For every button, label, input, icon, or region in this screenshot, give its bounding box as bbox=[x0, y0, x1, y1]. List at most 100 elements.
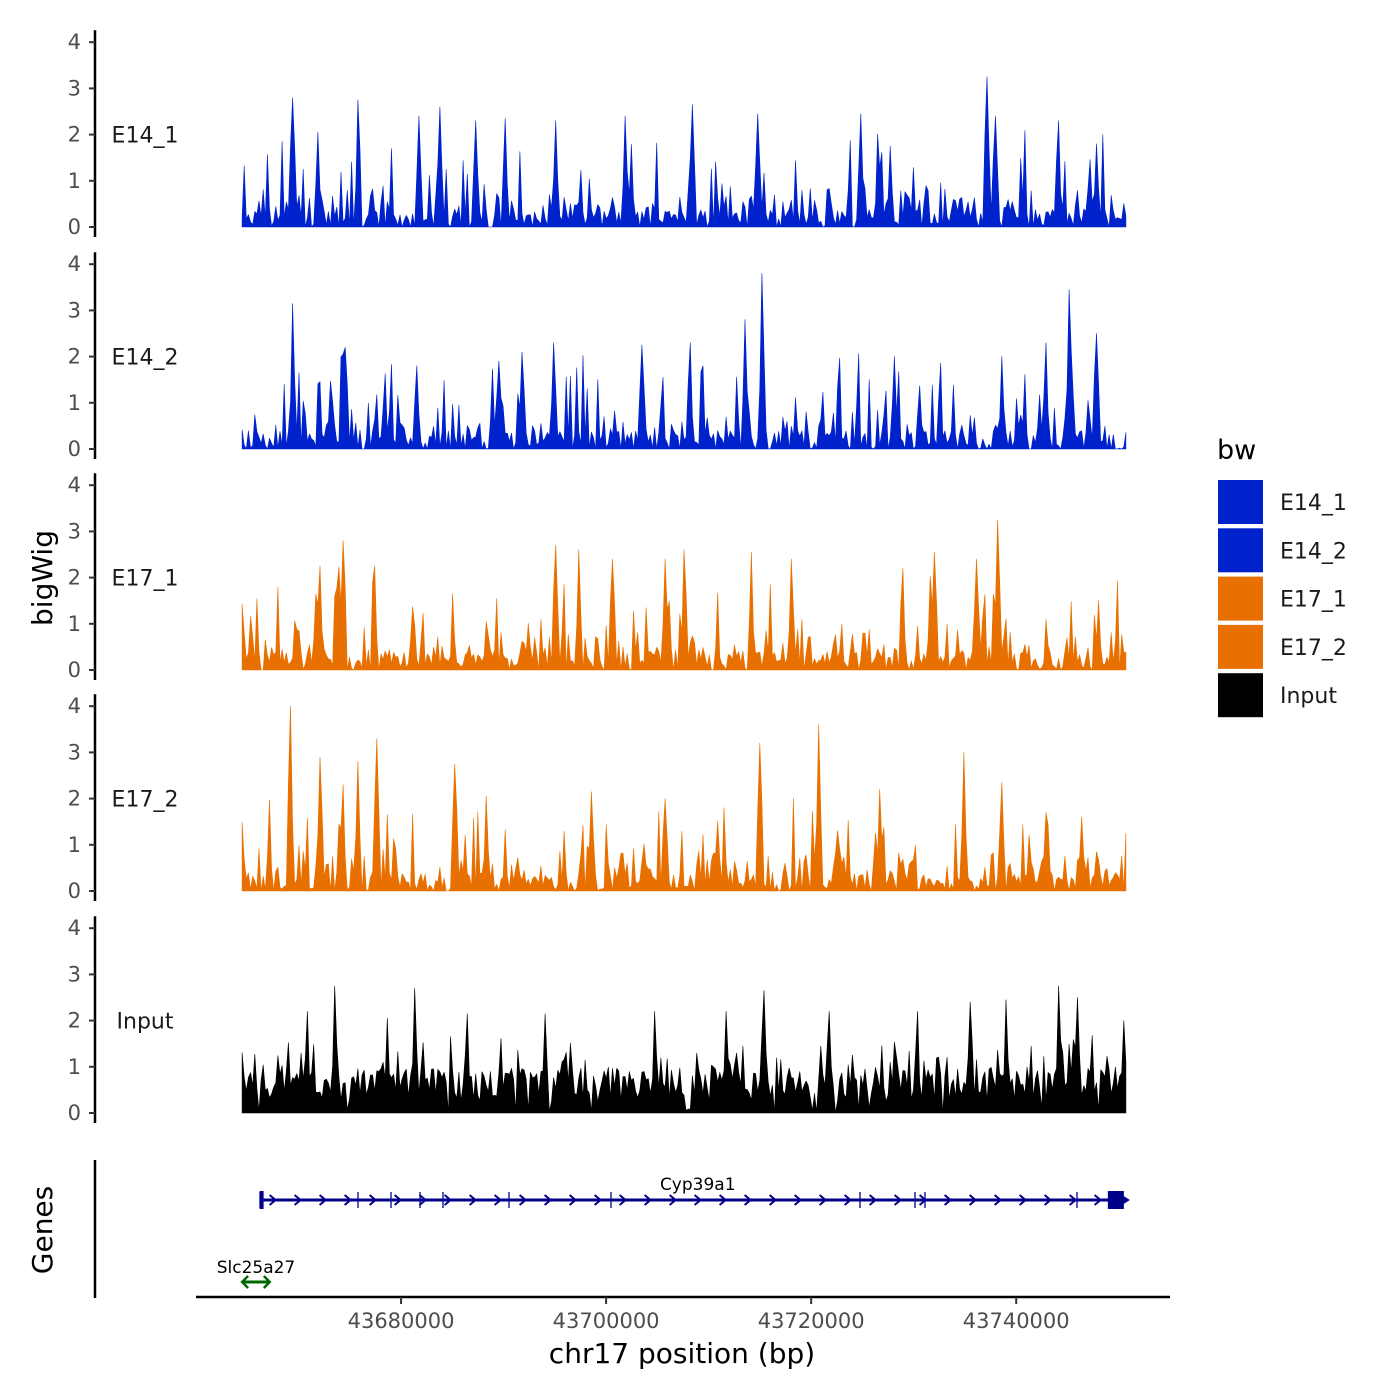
strand-arrow bbox=[793, 1194, 803, 1206]
coverage-area bbox=[241, 76, 1127, 228]
gene-cyp39a1: Cyp39a1 bbox=[259, 1175, 1130, 1209]
strand-arrow bbox=[843, 1194, 853, 1206]
strand-arrow bbox=[1068, 1194, 1078, 1206]
y-tick-label: 2 bbox=[68, 566, 81, 590]
strand-arrow bbox=[943, 1194, 953, 1206]
coverage-area bbox=[241, 705, 1127, 892]
strand-arrow bbox=[618, 1194, 628, 1206]
exon bbox=[259, 1191, 264, 1209]
y-tick-label: 4 bbox=[68, 916, 81, 940]
legend-label: E14_2 bbox=[1280, 539, 1347, 564]
legend-swatch bbox=[1218, 480, 1263, 524]
exon bbox=[1107, 1191, 1124, 1209]
strand-arrow bbox=[693, 1194, 703, 1206]
strand-arrow bbox=[443, 1194, 453, 1206]
strand-arrow bbox=[768, 1194, 778, 1206]
track-label: E17_1 bbox=[112, 567, 179, 592]
strand-arrow bbox=[743, 1194, 753, 1206]
y-tick-label: 2 bbox=[68, 1009, 81, 1033]
x-tick-label: 43720000 bbox=[758, 1309, 865, 1333]
y-tick-label: 1 bbox=[68, 1055, 81, 1079]
genes-panel-title: Genes bbox=[26, 1186, 59, 1274]
strand-arrow bbox=[240, 1275, 249, 1289]
track-e14-2: 0 1 2 3 4 E14_2 bbox=[68, 252, 1127, 461]
legend-swatch bbox=[1218, 624, 1263, 669]
y-axis-title: bigWig bbox=[26, 530, 59, 626]
y-tick-label: 1 bbox=[68, 391, 81, 415]
strand-arrow bbox=[1043, 1194, 1053, 1206]
y-tick-label: 0 bbox=[68, 658, 81, 682]
legend-swatch bbox=[1218, 576, 1263, 621]
strand-arrow bbox=[593, 1194, 603, 1206]
legend-swatch bbox=[1218, 528, 1263, 573]
gene-slc25a27: Slc25a27 bbox=[217, 1258, 296, 1289]
strand-arrow bbox=[668, 1194, 678, 1206]
y-tick-label: 3 bbox=[68, 740, 81, 764]
y-tick-label: 4 bbox=[68, 30, 81, 54]
y-tick-label: 3 bbox=[68, 298, 81, 322]
y-tick-label: 1 bbox=[68, 169, 81, 193]
coverage-area bbox=[241, 273, 1127, 450]
x-axis-title: chr17 position (bp) bbox=[549, 1337, 815, 1370]
strand-arrow bbox=[262, 1275, 272, 1289]
track-e17-1: 0 1 2 3 4 E17_1 bbox=[68, 473, 1127, 682]
y-tick-label: 3 bbox=[68, 76, 81, 100]
strand-arrow bbox=[1093, 1194, 1103, 1206]
gene-label: Slc25a27 bbox=[217, 1258, 296, 1278]
strand-arrow bbox=[868, 1194, 878, 1206]
strand-arrow bbox=[718, 1194, 728, 1206]
track-label: Input bbox=[117, 1010, 174, 1035]
strand-arrow bbox=[893, 1194, 903, 1206]
strand-arrow bbox=[968, 1194, 978, 1206]
y-tick-label: 2 bbox=[68, 787, 81, 811]
y-tick-label: 3 bbox=[68, 962, 81, 986]
strand-arrow bbox=[568, 1194, 578, 1206]
legend-label: E17_2 bbox=[1280, 636, 1347, 661]
track-label: E14_1 bbox=[112, 124, 179, 149]
y-tick-label: 2 bbox=[68, 345, 81, 369]
strand-arrow bbox=[643, 1194, 653, 1206]
strand-arrow bbox=[993, 1194, 1003, 1206]
strand-arrow bbox=[343, 1194, 353, 1206]
y-tick-label: 1 bbox=[68, 833, 81, 857]
strand-arrow bbox=[368, 1194, 378, 1206]
coverage-tracks: 0 1 2 3 4 E14_1 0 1 2 3 4 E14_2 0 1 2 3 4 E17_1 0 1 2 3 4 E17_2… bbox=[68, 30, 1127, 1125]
y-tick-label: 4 bbox=[68, 252, 81, 276]
strand-arrow bbox=[543, 1194, 553, 1206]
track-e17-2: 0 1 2 3 4 E17_2 bbox=[68, 694, 1127, 903]
y-tick-label: 0 bbox=[68, 437, 81, 461]
gene-label: Cyp39a1 bbox=[660, 1175, 736, 1195]
x-tick-label: 43680000 bbox=[348, 1309, 455, 1333]
legend-label: Input bbox=[1280, 684, 1337, 709]
track-label: E14_2 bbox=[112, 346, 179, 371]
track-input: 0 1 2 3 4 Input bbox=[68, 916, 1127, 1125]
y-tick-label: 0 bbox=[68, 215, 81, 239]
strand-arrow bbox=[293, 1194, 303, 1206]
coverage-area bbox=[241, 985, 1127, 1114]
y-tick-label: 4 bbox=[68, 473, 81, 497]
strand-arrow bbox=[468, 1194, 478, 1206]
y-tick-label: 0 bbox=[68, 879, 81, 903]
x-tick-label: 43700000 bbox=[553, 1309, 660, 1333]
strand-arrow bbox=[393, 1194, 403, 1206]
track-e14-1: 0 1 2 3 4 E14_1 bbox=[68, 30, 1127, 239]
coverage-area bbox=[241, 519, 1127, 671]
y-tick-label: 1 bbox=[68, 612, 81, 636]
x-tick-label: 43740000 bbox=[963, 1309, 1070, 1333]
y-tick-label: 2 bbox=[68, 123, 81, 147]
track-label: E17_2 bbox=[112, 788, 179, 813]
y-tick-label: 3 bbox=[68, 519, 81, 543]
strand-arrow bbox=[518, 1194, 528, 1206]
genes-panel: Cyp39a1 Slc25a27 bbox=[93, 1160, 1130, 1298]
strand-arrow bbox=[268, 1194, 278, 1206]
legend-label: E17_1 bbox=[1280, 588, 1347, 613]
legend-title: bw bbox=[1217, 435, 1256, 466]
x-axis: 43680000 43700000 43720000 43740000 bbox=[196, 1295, 1170, 1333]
legend-swatch bbox=[1218, 673, 1263, 718]
strand-arrow bbox=[1018, 1194, 1028, 1206]
legend: bw E14_1 E14_2 E17_1 E17_2 Input bbox=[1217, 435, 1347, 718]
strand-arrow bbox=[818, 1194, 828, 1206]
strand-arrow bbox=[318, 1194, 328, 1206]
y-tick-label: 4 bbox=[68, 694, 81, 718]
